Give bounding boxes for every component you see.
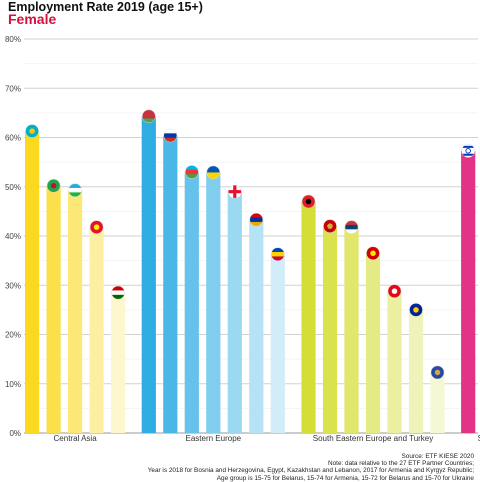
bar — [387, 291, 402, 433]
albania-flag — [301, 194, 316, 209]
turkey-flag — [387, 284, 402, 299]
y-tick-label: 60% — [5, 134, 21, 143]
bar — [301, 201, 316, 433]
chart-subtitle: Female — [8, 11, 57, 27]
bar — [249, 219, 264, 433]
montenegro-flag — [323, 219, 337, 233]
y-tick-label: 30% — [5, 281, 21, 290]
north-macedonia-flag — [366, 246, 380, 261]
bar — [111, 292, 126, 433]
group-label: Eastern Europe — [186, 434, 242, 443]
moldova-flag — [270, 247, 285, 262]
bar — [365, 253, 381, 433]
note-line-3: Age group is 15-75 for Belarus, 15-74 fo… — [216, 474, 474, 482]
y-axis: 0% 10% 20% 30% 40% 50% 60% 70% 80% — [5, 35, 21, 438]
bar — [408, 309, 424, 433]
source-note: Source: ETF KIESE 2020 — [401, 453, 474, 460]
turkmenistan-flag — [46, 178, 61, 193]
bar — [270, 254, 285, 433]
kosovo-flag — [430, 365, 445, 380]
bars — [25, 116, 476, 434]
bar — [25, 131, 40, 433]
bar — [68, 190, 83, 433]
georgia-flag — [227, 184, 242, 199]
group-labels: Central Asia Eastern Europe South Eastern … — [54, 434, 480, 443]
bar — [206, 172, 221, 433]
y-tick-label: 50% — [5, 183, 21, 192]
group-label: South Eastern Europe and Turkey — [313, 434, 434, 443]
bosnia-flag — [409, 303, 423, 317]
group-label: Central Asia — [54, 434, 98, 443]
bar — [322, 226, 338, 433]
azerbaijan-flag — [184, 165, 199, 179]
bar — [344, 227, 359, 433]
group-label: Southern and Eastern Mediterranean — [478, 434, 480, 443]
serbia-flag — [344, 220, 359, 234]
russia-flag — [163, 128, 178, 143]
y-tick-label: 70% — [5, 84, 21, 93]
uzbekistan-flag — [68, 183, 82, 198]
y-tick-label: 80% — [5, 35, 21, 44]
bar — [430, 372, 445, 433]
belarus-flag — [141, 109, 156, 124]
bar — [89, 227, 104, 433]
kyrgyzstan-flag — [89, 220, 104, 234]
note-line-2: Year is 2018 for Bosnia and Herzegovina,… — [147, 467, 474, 475]
ukraine-flag — [206, 165, 221, 180]
bar — [46, 185, 61, 433]
y-tick-label: 10% — [5, 380, 21, 389]
tajikistan-flag — [111, 285, 125, 300]
bar — [141, 116, 156, 433]
bar — [163, 135, 178, 433]
bar — [227, 191, 242, 433]
bar — [461, 150, 476, 434]
flags — [25, 109, 476, 380]
israel-flag — [461, 143, 476, 158]
armenia-flag — [249, 212, 264, 227]
y-tick-label: 20% — [5, 331, 21, 340]
bar — [184, 171, 199, 433]
note-line-1: Note: data relative to the 27 ETF Partne… — [328, 460, 474, 468]
y-tick-label: 40% — [5, 232, 21, 241]
kazakhstan-flag — [25, 124, 39, 138]
y-tick-label: 0% — [9, 429, 21, 438]
chart-notes: Source: ETF KIESE 2020 Note: data relati… — [148, 453, 474, 482]
chart-title: Employment Rate 2019 (age 15+) — [8, 0, 203, 14]
